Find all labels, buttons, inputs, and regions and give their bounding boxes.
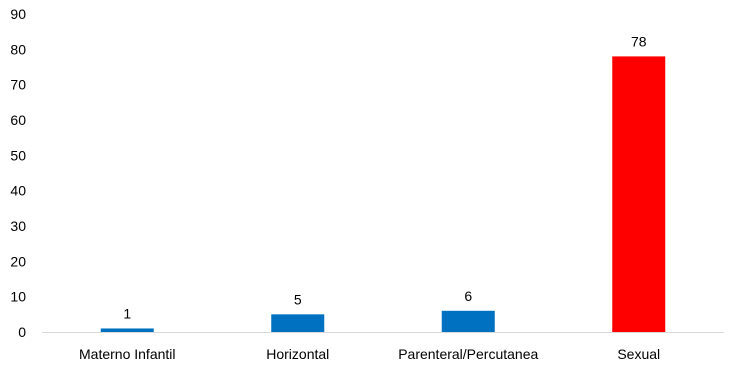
data-label: 5 [294,291,302,307]
y-tick-label: 40 [10,183,26,199]
category-labels: Materno Infantil Horizontal Parenteral/Per… [79,346,660,362]
bar-materno-infantil [100,328,154,332]
data-label: 78 [631,33,647,49]
y-axis-tick-labels: 0 10 20 30 40 50 60 70 80 90 [10,6,26,340]
y-tick-label: 20 [10,253,26,269]
y-tick-label: 0 [18,324,26,340]
y-tick-label: 80 [10,41,26,57]
bar-parenteral-percutanea [441,310,495,332]
data-label: 1 [123,305,131,321]
y-tick-label: 10 [10,289,26,305]
data-labels: 1 5 6 78 [123,33,646,321]
x-tick-label: Horizontal [266,346,329,362]
y-tick-label: 70 [10,77,26,93]
y-tick-label: 90 [10,6,26,22]
y-tick-label: 60 [10,112,26,128]
bar-sexual [612,56,666,333]
x-tick-label: Parenteral/Percutanea [398,346,538,362]
y-tick-label: 30 [10,218,26,234]
bar-horizontal [271,314,325,332]
x-tick-label: Materno Infantil [79,346,176,362]
data-label: 6 [464,288,472,304]
x-tick-label: Sexual [617,346,660,362]
bars [100,56,666,333]
y-tick-label: 50 [10,147,26,163]
